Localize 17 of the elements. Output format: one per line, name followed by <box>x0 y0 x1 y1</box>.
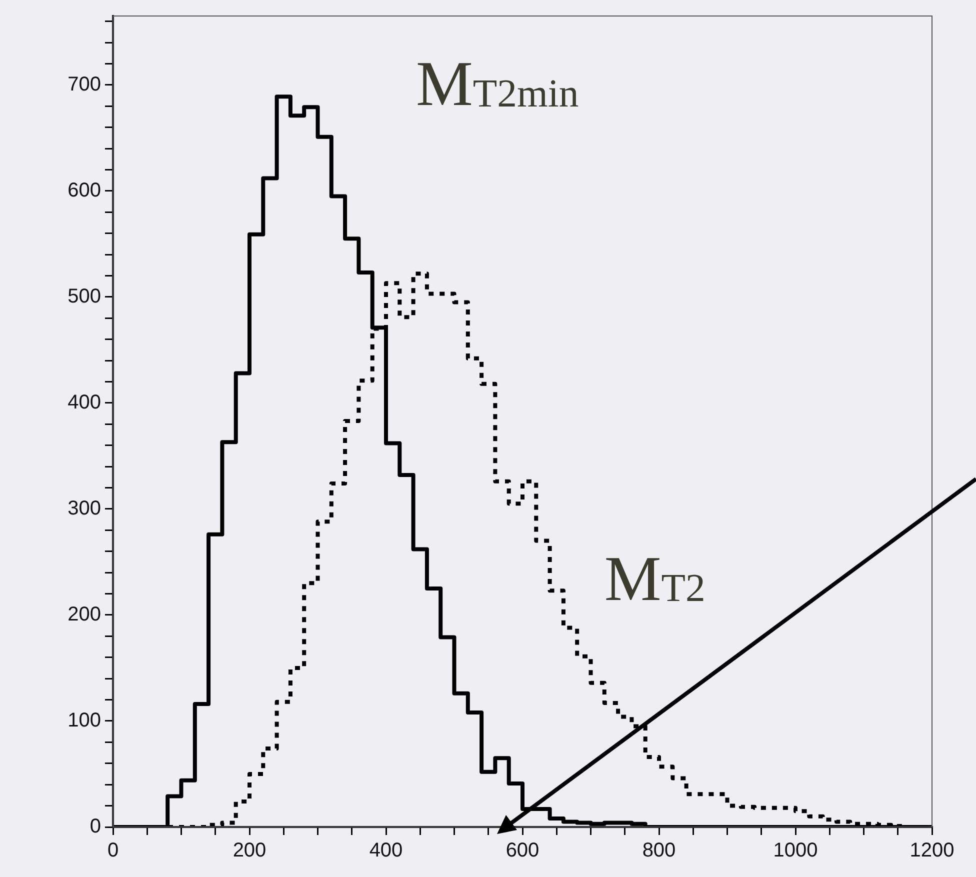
y-tick-label: 400 <box>68 391 101 414</box>
y-tick-label: 100 <box>68 710 101 732</box>
y-tick-label: 0 <box>90 816 101 838</box>
x-tick-label: 1000 <box>773 840 818 862</box>
series-label: MT2min <box>416 48 579 120</box>
y-tick-label: 600 <box>68 179 101 202</box>
y-tick-label: 500 <box>68 285 101 308</box>
x-tick-label: 800 <box>642 840 676 862</box>
series-label: MT2 <box>604 542 706 614</box>
x-tick-label: 0 <box>107 840 119 862</box>
x-tick-label: 1200 <box>910 840 954 862</box>
x-tick-label: 200 <box>232 840 266 862</box>
y-tick-label: 200 <box>68 603 101 626</box>
y-tick-label: 700 <box>68 73 101 96</box>
x-tick-label: 600 <box>506 840 540 862</box>
y-tick-label: 300 <box>68 497 101 520</box>
x-tick-label: 400 <box>369 840 403 862</box>
